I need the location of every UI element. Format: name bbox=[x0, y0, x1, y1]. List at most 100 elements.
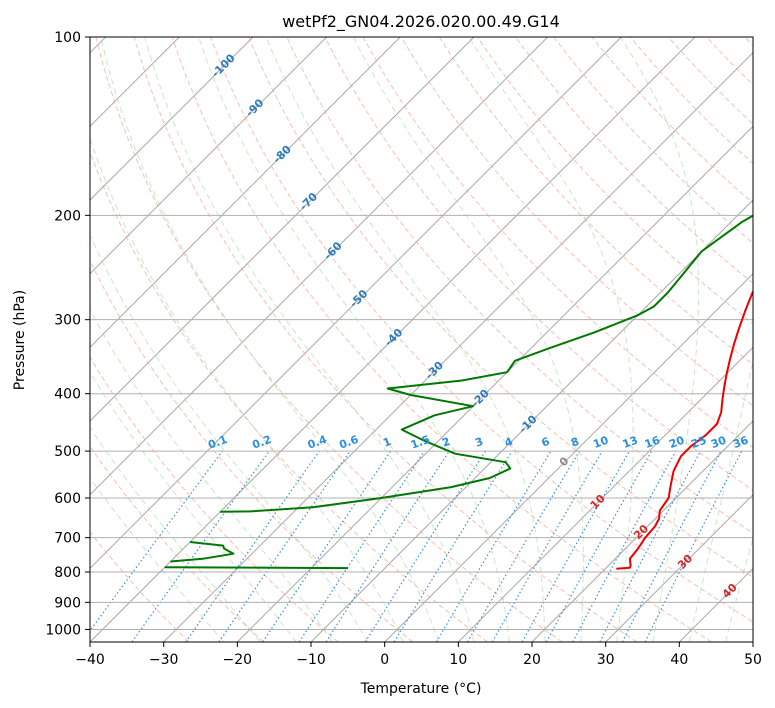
y-tick-label: 900 bbox=[54, 595, 81, 611]
isotherm-line bbox=[752, 641, 753, 642]
moist-adiabat-line bbox=[90, 371, 297, 642]
background-lines bbox=[90, 37, 753, 642]
isotherm-line bbox=[605, 493, 753, 642]
mixing-ratio-line bbox=[218, 450, 351, 642]
moist-adiabat-line bbox=[688, 358, 753, 642]
mixing-ratio-label: 25 bbox=[689, 434, 708, 451]
moist-adiabat-line bbox=[353, 37, 584, 642]
moist-adiabat-line bbox=[265, 37, 546, 642]
isotherm-label: -90 bbox=[243, 96, 266, 119]
dry-adiabat-line bbox=[706, 37, 753, 86]
moist-adiabat-line bbox=[725, 536, 753, 642]
y-axis-ticks: 100 200 300 400 500 600 700 800 900 1000 bbox=[45, 30, 90, 638]
y-tick-label: 600 bbox=[54, 491, 81, 507]
moist-adiabat-line bbox=[90, 308, 333, 642]
dry-adiabat-line bbox=[90, 445, 264, 642]
mixing-ratio-line bbox=[298, 450, 425, 642]
moist-adiabat-line bbox=[90, 426, 261, 642]
isotherm-line bbox=[90, 37, 475, 422]
mixing-ratio-label: 0.2 bbox=[251, 433, 274, 452]
dry-adiabat-line bbox=[90, 356, 339, 642]
isotherm-line bbox=[678, 567, 753, 642]
x-axis-ticks: −40 −30 −20 −10 0 10 20 30 40 50 bbox=[75, 642, 762, 668]
isotherm-line bbox=[457, 346, 753, 642]
mixing-ratio-label: 1 bbox=[381, 435, 393, 450]
mixing-ratio-line bbox=[545, 450, 653, 642]
mixing-ratio-line bbox=[599, 450, 702, 642]
x-tick-label: 40 bbox=[670, 652, 688, 668]
isotherm-line bbox=[90, 37, 549, 496]
isotherm-line bbox=[163, 51, 753, 642]
dry-adiabat-line bbox=[477, 37, 753, 325]
x-tick-label: −10 bbox=[296, 652, 326, 668]
moist-adiabat-line bbox=[90, 136, 404, 642]
x-tick-label: −20 bbox=[223, 652, 253, 668]
mixing-ratio-label: 10 bbox=[591, 433, 610, 451]
y-axis-label: Pressure (hPa) bbox=[12, 290, 28, 390]
dry-adiabat-line bbox=[210, 37, 753, 623]
dry-adiabat-line bbox=[438, 37, 753, 366]
moist-adiabat-line bbox=[620, 37, 700, 642]
dewpoint-line bbox=[170, 541, 235, 563]
mixing-ratio-label: 20 bbox=[667, 433, 686, 451]
mixing-ratio-label: 4 bbox=[503, 435, 515, 450]
dewpoint-line bbox=[164, 566, 349, 570]
x-tick-label: −40 bbox=[75, 652, 105, 668]
x-tick-label: −30 bbox=[149, 652, 179, 668]
mixing-ratio-label: 6 bbox=[540, 435, 552, 450]
pressure-gridlines bbox=[90, 36, 753, 630]
mixing-ratio-line bbox=[90, 450, 223, 632]
x-tick-label: 30 bbox=[597, 652, 615, 668]
dry-adiabat-line bbox=[668, 37, 753, 125]
mixing-ratio-line bbox=[521, 450, 631, 642]
moist-adiabat-line bbox=[100, 37, 439, 642]
mixing-ratio-line bbox=[325, 450, 450, 642]
dry-adiabat-line bbox=[90, 531, 190, 642]
dry-adiabat-line bbox=[171, 37, 712, 642]
isotherm-label: -30 bbox=[423, 359, 446, 382]
moist-adiabat-line bbox=[90, 477, 225, 642]
dry-adiabat-line bbox=[553, 37, 753, 244]
y-tick-label: 500 bbox=[54, 444, 81, 460]
y-tick-label: 700 bbox=[54, 531, 81, 547]
moist-adiabat-line bbox=[144, 37, 475, 642]
mixing-ratio-line bbox=[131, 450, 270, 642]
isotherm-line bbox=[384, 272, 753, 642]
mixing-ratio-label: 0.1 bbox=[206, 433, 229, 452]
x-axis-label: Temperature (°C) bbox=[360, 681, 482, 697]
dry-adiabat-line bbox=[400, 37, 753, 407]
chart-title: wetPf2_GN04.2026.020.00.49.G14 bbox=[282, 12, 560, 32]
x-tick-label: 50 bbox=[744, 652, 762, 668]
mixing-ratio-label: 8 bbox=[569, 435, 581, 450]
mixing-ratio-line bbox=[262, 450, 392, 642]
dry-adiabat-line bbox=[95, 37, 563, 642]
moist-adiabat-line bbox=[198, 37, 510, 642]
mixing-ratio-line bbox=[572, 450, 677, 642]
mixing-ratio-label: 1.5 bbox=[409, 433, 432, 452]
isotherm-line bbox=[90, 37, 401, 349]
dry-adiabat-line bbox=[591, 37, 753, 204]
dry-adiabat-line bbox=[90, 150, 488, 642]
mixing-ratio-line bbox=[644, 450, 743, 642]
dry-adiabat-line bbox=[324, 37, 753, 491]
dry-adiabat-line bbox=[248, 37, 753, 578]
x-tick-label: 0 bbox=[380, 652, 389, 668]
mixing-ratio-line bbox=[435, 450, 552, 642]
y-tick-label: 800 bbox=[54, 565, 81, 581]
isotherm-line bbox=[90, 37, 328, 275]
isotherm-line bbox=[531, 420, 753, 642]
mixing-ratio-label: 2 bbox=[440, 435, 452, 450]
dry-adiabat-line bbox=[286, 37, 753, 534]
dewpoint-line bbox=[220, 214, 753, 513]
mixing-ratio-label: 36 bbox=[731, 433, 750, 451]
y-tick-label: 100 bbox=[54, 30, 81, 46]
moist-adiabat-line bbox=[90, 233, 369, 642]
mixing-ratio-label: 3 bbox=[473, 435, 485, 450]
plot-frame bbox=[89, 36, 754, 643]
mixing-ratio-label: 13 bbox=[621, 434, 640, 451]
dry-adiabat-line bbox=[362, 37, 753, 449]
y-tick-label: 1000 bbox=[45, 622, 81, 638]
moist-adiabat-line bbox=[468, 37, 634, 642]
y-tick-label: 400 bbox=[54, 387, 81, 403]
